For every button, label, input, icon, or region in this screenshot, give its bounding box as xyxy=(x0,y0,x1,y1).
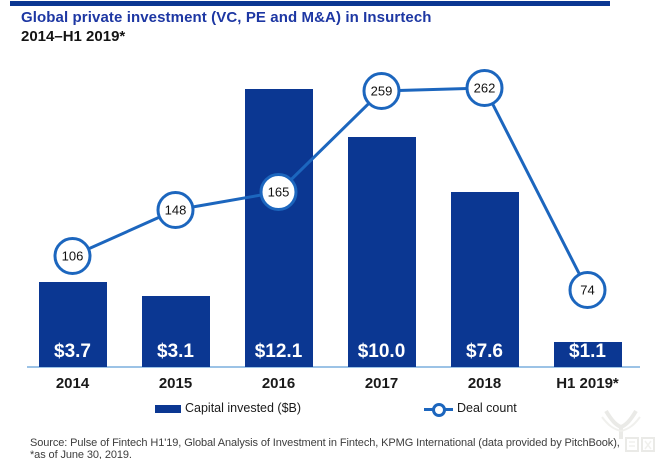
bar-2016 xyxy=(244,89,313,367)
bar-value-label: $3.1 xyxy=(157,341,194,362)
x-axis-label: H1 2019* xyxy=(556,375,619,392)
bar-2014 xyxy=(38,282,107,367)
deal-count-value: 74 xyxy=(580,283,594,298)
deal-count-value: 259 xyxy=(371,84,393,99)
deal-count-marker: 148 xyxy=(156,191,195,229)
deal-count-marker: 74 xyxy=(568,271,607,309)
bar-value-label: $10.0 xyxy=(357,341,406,362)
bar-value-label: $12.1 xyxy=(254,341,303,362)
capital-invested-swatch xyxy=(155,405,181,413)
deal-count-value: 148 xyxy=(165,203,187,218)
x-axis-line xyxy=(27,366,640,368)
x-axis-label: 2014 xyxy=(55,375,90,392)
bar-value-label: $3.7 xyxy=(54,341,91,362)
x-axis-label: 2015 xyxy=(158,375,193,392)
x-axis-label: 2016 xyxy=(261,375,296,392)
deal-count-circle-marker xyxy=(432,403,446,417)
x-axis-label: 2017 xyxy=(364,375,399,392)
source-note: Source: Pulse of Fintech H1'19, Global A… xyxy=(30,437,620,459)
bar-2015 xyxy=(141,296,210,367)
legend-label-deal-count: Deal count xyxy=(457,401,517,415)
deal-count-marker: 262 xyxy=(465,69,504,107)
deal-count-marker: 106 xyxy=(53,237,92,275)
legend-label-capital-invested: Capital invested ($B) xyxy=(185,401,302,415)
chart-subtitle: 2014–H1 2019* xyxy=(21,28,126,45)
deal-count-marker: 259 xyxy=(362,72,401,110)
iyiou-watermark-logo xyxy=(601,409,655,452)
deal-count-value: 262 xyxy=(474,81,496,96)
bar-value-label: $1.1 xyxy=(569,341,606,362)
deal-count-value: 106 xyxy=(62,249,84,264)
bar-value-label: $7.6 xyxy=(466,341,503,362)
chart-title: Global private investment (VC, PE and M&… xyxy=(21,9,432,26)
bar-h1-2019- xyxy=(553,342,622,367)
bar-2017 xyxy=(347,137,416,367)
chart-legend: Capital invested ($B) Deal count xyxy=(0,400,660,418)
x-axis-label: 2018 xyxy=(467,375,502,392)
top-accent-bar xyxy=(10,1,610,6)
